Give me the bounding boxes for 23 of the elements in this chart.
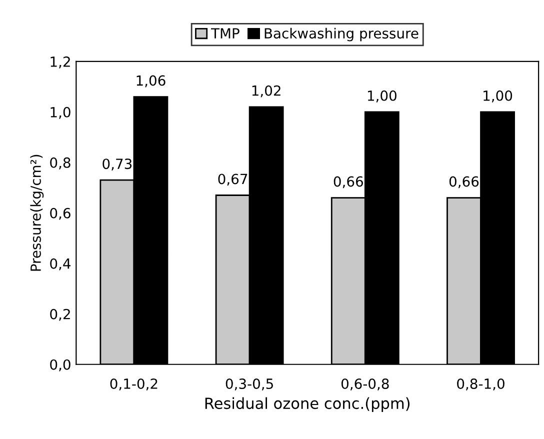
y-tick-label: 1,0	[50, 106, 70, 119]
legend-label: TMP	[210, 28, 240, 38]
x-tick-label: 0,1-0,2	[110, 378, 158, 390]
x-axis-title: Residual ozone conc.(ppm)	[205, 397, 410, 412]
x-tick-label: 0,3-0,5	[226, 378, 273, 390]
data-label: 1,00	[484, 90, 512, 102]
data-label: 1,06	[136, 75, 166, 88]
y-axis-title: Pressure(kg/cm²)	[30, 154, 44, 271]
y-tick-label: 1,2	[50, 56, 70, 68]
data-label: 0,66	[334, 176, 363, 188]
y-tick-label: 0,0	[50, 359, 70, 372]
x-tick-label: 0,6-0,8	[341, 378, 389, 390]
data-label: 1,02	[252, 85, 280, 98]
data-label: 0,67	[218, 174, 248, 186]
y-tick-label: 0,8	[50, 157, 70, 170]
legend-label: Backwashing pressure	[264, 28, 418, 42]
x-tick-label: 0,8-1,0	[457, 378, 504, 390]
data-label: 0,73	[102, 158, 132, 170]
data-label: 0,66	[449, 176, 479, 188]
data-label: 1,00	[368, 90, 396, 102]
y-tick-label: 0,2	[50, 308, 70, 321]
y-tick-label: 0,6	[50, 208, 70, 220]
y-tick-label: 0,4	[50, 258, 71, 270]
